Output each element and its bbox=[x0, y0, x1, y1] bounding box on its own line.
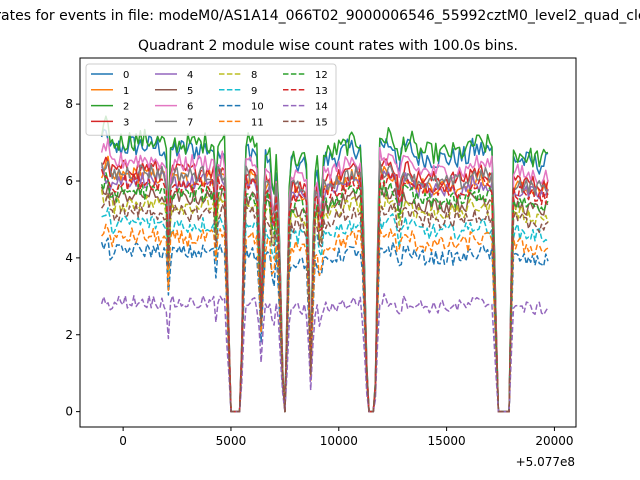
legend-label-6: 6 bbox=[187, 102, 193, 113]
y-tick-label: 4 bbox=[65, 251, 73, 265]
series-line-6 bbox=[100, 137, 549, 413]
legend-label-5: 5 bbox=[187, 86, 193, 97]
series-line-2 bbox=[100, 115, 549, 413]
axes-layer: 0 5000 10000 15000 20000 0 2 4 6 8 bbox=[65, 57, 577, 448]
y-tick-label: 8 bbox=[65, 97, 73, 111]
series-layer bbox=[100, 115, 549, 413]
chart-title: Quadrant 2 module wise count rates with … bbox=[138, 38, 518, 54]
x-offset-label: +5.077e8 bbox=[516, 455, 575, 469]
y-tick-label: 6 bbox=[65, 174, 73, 188]
x-tick-label: 0 bbox=[119, 434, 127, 448]
series-line-12 bbox=[100, 171, 549, 413]
legend-label-14: 14 bbox=[315, 102, 328, 113]
legend-label-2: 2 bbox=[123, 102, 129, 113]
legend-label-3: 3 bbox=[123, 117, 129, 128]
x-tick-label: 5000 bbox=[216, 434, 247, 448]
legend-label-8: 8 bbox=[251, 70, 257, 81]
series-line-10 bbox=[100, 237, 549, 413]
legend-label-11: 11 bbox=[251, 117, 264, 128]
legend-label-1: 1 bbox=[123, 86, 129, 97]
legend-label-7: 7 bbox=[187, 117, 193, 128]
y-tick-label: 2 bbox=[65, 328, 73, 342]
x-tick-label: 15000 bbox=[428, 434, 466, 448]
legend-label-12: 12 bbox=[315, 70, 328, 81]
legend-box bbox=[85, 63, 337, 136]
legend-label-4: 4 bbox=[187, 70, 193, 81]
x-tick-label: 20000 bbox=[535, 434, 573, 448]
x-tick-label: 10000 bbox=[320, 434, 358, 448]
y-tick-label: 0 bbox=[65, 405, 73, 419]
legend-label-0: 0 bbox=[123, 70, 129, 81]
series-line-13 bbox=[100, 168, 549, 413]
series-line-11 bbox=[101, 223, 549, 413]
legend-label-13: 13 bbox=[315, 86, 328, 97]
series-line-5 bbox=[100, 184, 549, 413]
figure-suptitle: Count rates for events in file: modeM0/A… bbox=[0, 8, 640, 24]
series-line-15 bbox=[100, 192, 549, 413]
legend-label-15: 15 bbox=[315, 117, 328, 128]
series-line-9 bbox=[101, 207, 549, 413]
plot-frame bbox=[79, 57, 577, 428]
series-line-14 bbox=[100, 293, 549, 413]
legend-label-9: 9 bbox=[251, 86, 257, 97]
series-line-7 bbox=[100, 160, 549, 413]
series-line-4 bbox=[100, 166, 549, 413]
legend-label-10: 10 bbox=[251, 102, 264, 113]
